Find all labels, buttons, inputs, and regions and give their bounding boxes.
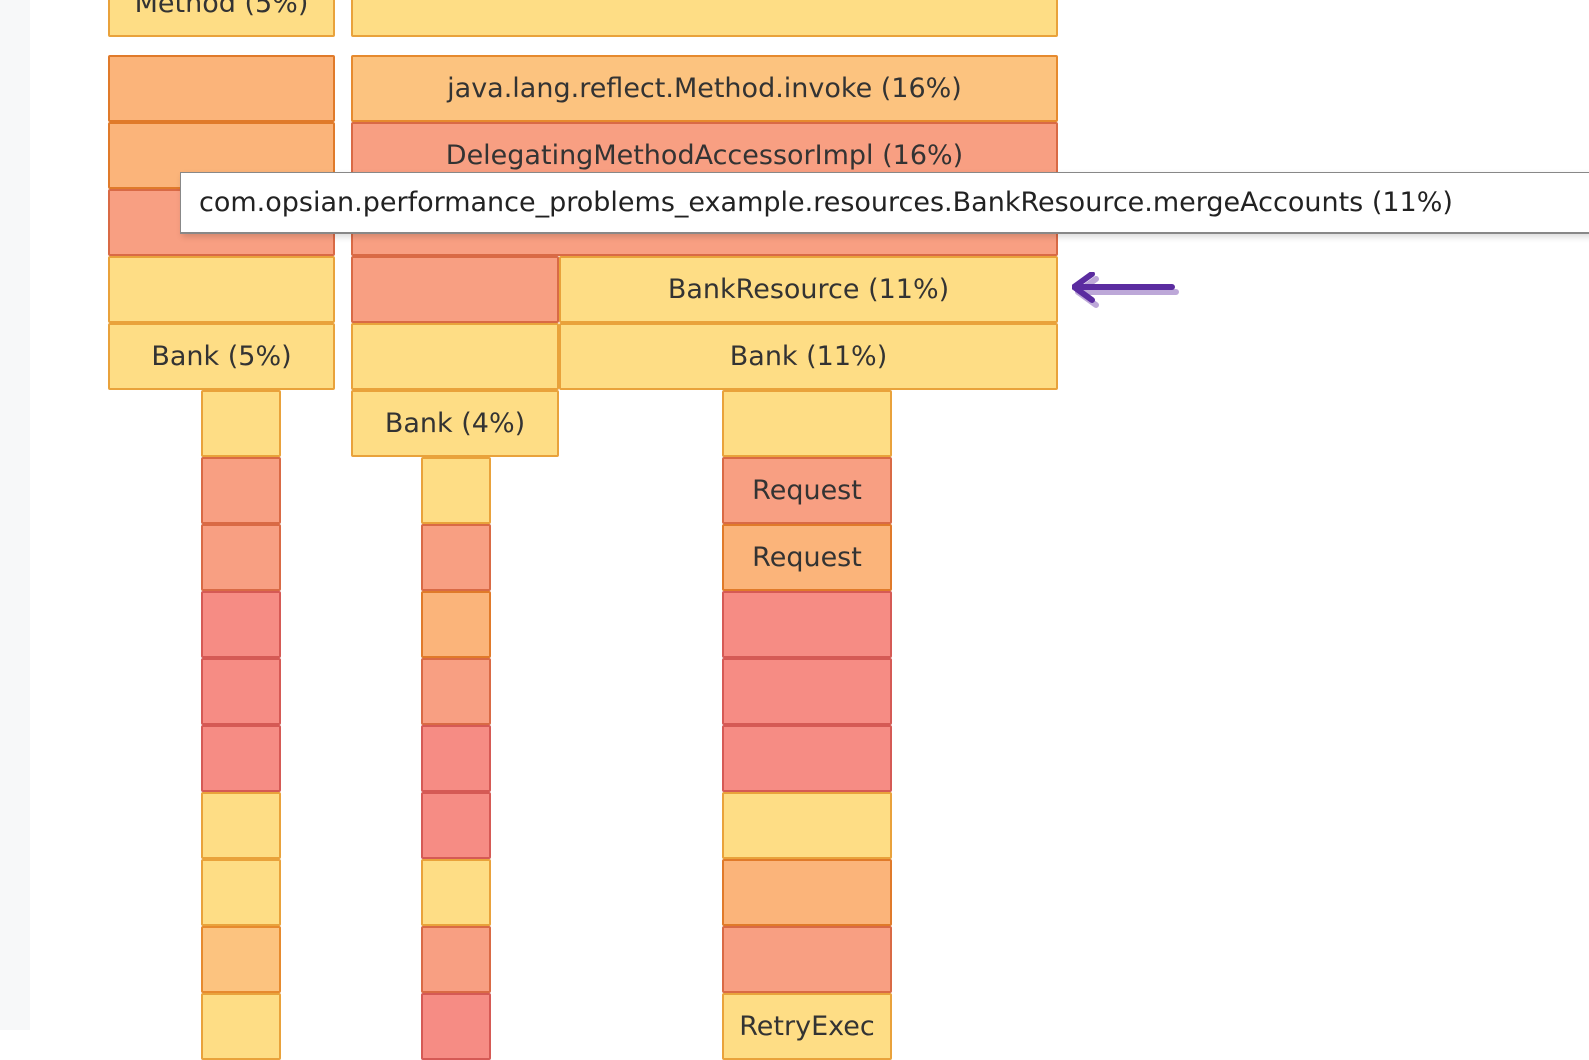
flame-frame-r14-n2[interactable] — [421, 926, 491, 993]
frame-label: Method (5%) — [135, 0, 309, 19]
flame-frame-r15-retry[interactable]: RetryExec — [722, 993, 892, 1060]
frame-label: Bank (11%) — [730, 341, 887, 372]
flame-frame-r5-bank5[interactable]: Bank (5%) — [108, 323, 335, 390]
flame-frame-r5-bank11[interactable]: Bank (11%) — [559, 323, 1058, 390]
frame-label: BankResource (11%) — [668, 274, 949, 305]
left-gutter — [0, 0, 30, 1030]
flame-frame-r10-n2[interactable] — [421, 658, 491, 725]
flame-frame-r12-n2[interactable] — [421, 792, 491, 859]
flame-frame-r14-n1[interactable] — [201, 926, 281, 993]
frame-tooltip: com.opsian.performance_problems_example.… — [180, 172, 1589, 234]
flame-frame-r14-n3[interactable] — [722, 926, 892, 993]
flame-frame-r6-bank4[interactable]: Bank (4%) — [351, 390, 559, 457]
flame-frame-r6-narrow1[interactable] — [201, 390, 281, 457]
flame-frame-r9-n1[interactable] — [201, 591, 281, 658]
flame-frame-r0-method[interactable]: Method (5%) — [108, 0, 335, 37]
flame-frame-r8-n2[interactable] — [421, 524, 491, 591]
tooltip-text: com.opsian.performance_problems_example.… — [199, 187, 1453, 218]
frame-label: Bank (5%) — [151, 341, 291, 372]
flame-frame-r1-invoke[interactable]: java.lang.reflect.Method.invoke (16%) — [351, 55, 1058, 122]
flame-frame-r4-bankres[interactable]: BankResource (11%) — [559, 256, 1058, 323]
flame-frame-r4-left[interactable] — [108, 256, 335, 323]
frame-label: Bank (4%) — [385, 408, 525, 439]
flame-frame-r11-n2[interactable] — [421, 725, 491, 792]
flame-frame-r13-n2[interactable] — [421, 859, 491, 926]
flame-frame-r7-n2[interactable] — [421, 457, 491, 524]
flame-frame-r7-n1[interactable] — [201, 457, 281, 524]
flame-frame-r13-n3[interactable] — [722, 859, 892, 926]
flame-frame-r4-mid[interactable] — [351, 256, 559, 323]
flame-frame-r1-left[interactable] — [108, 55, 335, 122]
flame-frame-r10-n1[interactable] — [201, 658, 281, 725]
flame-frame-r9-n3[interactable] — [722, 591, 892, 658]
flame-frame-r5-mid[interactable] — [351, 323, 559, 390]
frame-label: Request — [752, 542, 862, 573]
frame-label: Request — [752, 475, 862, 506]
flame-frame-r13-n1[interactable] — [201, 859, 281, 926]
flame-frame-r11-n1[interactable] — [201, 725, 281, 792]
flame-frame-r15-n1[interactable] — [201, 993, 281, 1060]
frame-label: RetryExec — [739, 1011, 875, 1042]
frame-label: DelegatingMethodAccessorImpl (16%) — [446, 140, 963, 171]
frame-label: java.lang.reflect.Method.invoke (16%) — [447, 73, 962, 104]
flame-frame-r0-blank-right[interactable] — [351, 0, 1058, 37]
flame-frame-r6-narrow3[interactable] — [722, 390, 892, 457]
highlight-arrow-icon — [1072, 272, 1192, 312]
flame-frame-r10-n3[interactable] — [722, 658, 892, 725]
flame-frame-r11-n3[interactable] — [722, 725, 892, 792]
flame-frame-r12-n1[interactable] — [201, 792, 281, 859]
flame-frame-r8-req[interactable]: Request — [722, 524, 892, 591]
flame-frame-r8-n1[interactable] — [201, 524, 281, 591]
flame-frame-r12-n3[interactable] — [722, 792, 892, 859]
flame-frame-r9-n2[interactable] — [421, 591, 491, 658]
flame-frame-r15-n2[interactable] — [421, 993, 491, 1060]
flame-frame-r7-req[interactable]: Request — [722, 457, 892, 524]
